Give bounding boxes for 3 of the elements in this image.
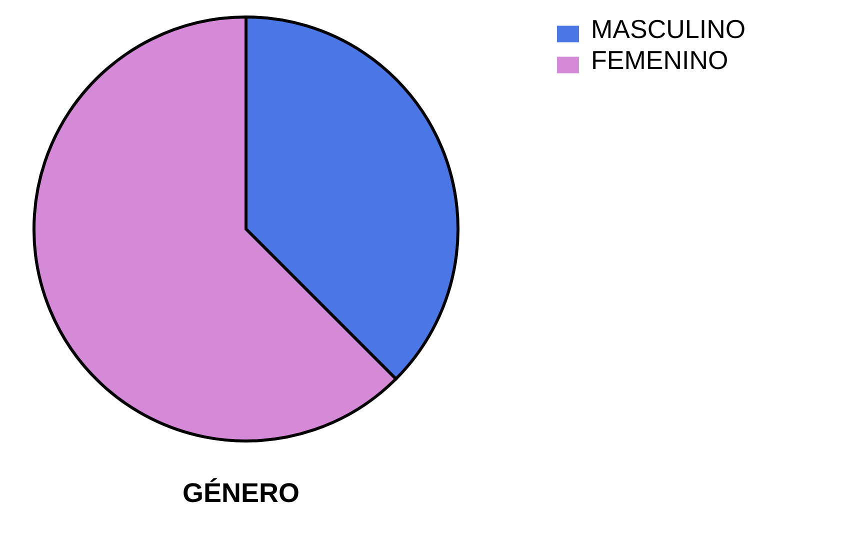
legend-label: MASCULINO (591, 14, 746, 44)
text: GÉNERO (181, 478, 301, 509)
legend-label: FEMENINO (591, 45, 728, 75)
